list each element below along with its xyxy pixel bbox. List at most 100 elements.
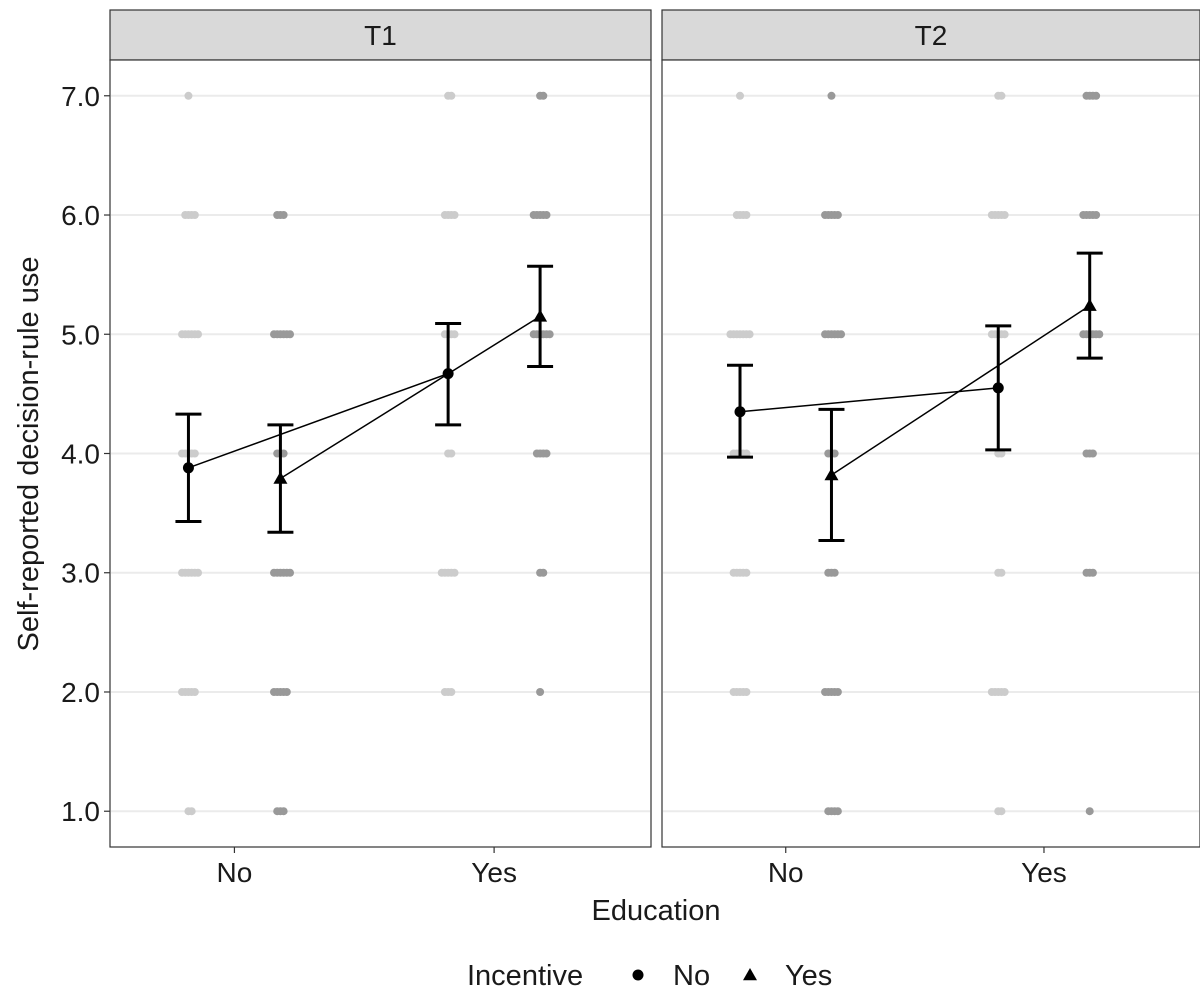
raw-data-point bbox=[732, 211, 741, 220]
facet-strip bbox=[661, 9, 1200, 61]
raw-data-point bbox=[536, 687, 545, 696]
raw-data-point bbox=[450, 568, 459, 577]
raw-data-point bbox=[1092, 211, 1101, 220]
raw-data-point bbox=[450, 330, 459, 339]
raw-data-point bbox=[279, 211, 288, 220]
mean-point-triangle bbox=[824, 467, 839, 481]
raw-data-point bbox=[1079, 211, 1088, 220]
raw-data-point bbox=[279, 807, 288, 816]
raw-data-point bbox=[824, 807, 833, 816]
y-tick-label: 1.0 bbox=[61, 796, 100, 827]
raw-data-point bbox=[729, 449, 738, 458]
panel-t1: T1 No Yes bbox=[109, 9, 652, 888]
raw-data-point bbox=[729, 687, 738, 696]
x-tick-label: Yes bbox=[471, 857, 517, 888]
raw-data-point bbox=[545, 330, 554, 339]
raw-data-point bbox=[726, 330, 735, 339]
facet-panels: T1 No Yes T2 No Yes bbox=[109, 9, 1200, 888]
raw-data-point bbox=[194, 330, 203, 339]
raw-data-point bbox=[447, 449, 456, 458]
raw-data-point bbox=[270, 687, 279, 696]
raw-data-point bbox=[440, 687, 449, 696]
raw-data-point bbox=[181, 211, 190, 220]
raw-data-point bbox=[987, 211, 996, 220]
raw-data-point bbox=[742, 568, 751, 577]
raw-data-point bbox=[830, 568, 839, 577]
mean-point-circle bbox=[442, 368, 454, 380]
raw-data-point bbox=[273, 211, 282, 220]
raw-data-point bbox=[997, 91, 1006, 100]
raw-data-point bbox=[190, 687, 199, 696]
raw-data-point bbox=[997, 807, 1006, 816]
raw-data-point bbox=[742, 211, 751, 220]
facet-strip bbox=[109, 9, 652, 61]
raw-data-point bbox=[190, 211, 199, 220]
raw-data-point bbox=[837, 330, 846, 339]
raw-data-point bbox=[273, 807, 282, 816]
raw-data-point bbox=[529, 211, 538, 220]
raw-data-point bbox=[286, 568, 295, 577]
raw-data-point bbox=[827, 91, 836, 100]
legend: Incentive No Yes bbox=[467, 960, 832, 992]
raw-data-point bbox=[184, 91, 193, 100]
raw-data-point bbox=[1082, 449, 1091, 458]
raw-data-point bbox=[821, 330, 830, 339]
raw-data-point bbox=[1082, 568, 1091, 577]
raw-data-point bbox=[1088, 568, 1097, 577]
raw-data-point bbox=[187, 807, 196, 816]
x-tick-label: No bbox=[768, 857, 804, 888]
raw-data-point bbox=[1085, 807, 1094, 816]
raw-data-point bbox=[987, 330, 996, 339]
raw-data-point bbox=[270, 568, 279, 577]
x-tick-label: No bbox=[217, 857, 253, 888]
raw-data-point bbox=[529, 330, 538, 339]
y-tick-label: 7.0 bbox=[61, 81, 100, 112]
mean-point-circle bbox=[182, 462, 194, 474]
raw-data-point bbox=[833, 211, 842, 220]
raw-data-point bbox=[447, 91, 456, 100]
legend-entry-label: Yes bbox=[785, 960, 832, 992]
raw-data-point bbox=[821, 687, 830, 696]
raw-data-point bbox=[542, 449, 551, 458]
y-tick-label: 3.0 bbox=[61, 558, 100, 589]
raw-data-point bbox=[447, 687, 456, 696]
x-axis-title: Education bbox=[592, 895, 721, 927]
legend-title: Incentive bbox=[467, 960, 583, 992]
raw-data-point bbox=[440, 211, 449, 220]
mean-line-incentive-no bbox=[188, 372, 449, 469]
y-tick-label: 2.0 bbox=[61, 677, 100, 708]
legend-entry-label: No bbox=[673, 960, 710, 992]
mean-point-triangle bbox=[1082, 298, 1097, 311]
y-tick-label: 4.0 bbox=[61, 439, 100, 470]
raw-data-point bbox=[450, 211, 459, 220]
raw-data-point bbox=[539, 91, 548, 100]
mean-point-triangle bbox=[273, 471, 288, 484]
y-tick-label: 5.0 bbox=[61, 319, 100, 350]
raw-data-point bbox=[745, 330, 754, 339]
raw-data-point bbox=[194, 568, 203, 577]
raw-data-point bbox=[821, 211, 830, 220]
legend-key-circle bbox=[632, 969, 644, 981]
raw-data-point bbox=[539, 568, 548, 577]
raw-data-point bbox=[190, 449, 199, 458]
y-tick-label: 6.0 bbox=[61, 200, 100, 231]
mean-point-circle bbox=[734, 406, 746, 418]
raw-data-point bbox=[742, 449, 751, 458]
raw-data-point bbox=[282, 687, 291, 696]
raw-data-point bbox=[270, 330, 279, 339]
y-axis-title: Self-reported decision-rule use bbox=[13, 257, 45, 652]
raw-data-point bbox=[997, 568, 1006, 577]
raw-data-point bbox=[532, 449, 541, 458]
raw-data-point bbox=[1088, 449, 1097, 458]
raw-data-point bbox=[286, 330, 295, 339]
raw-data-point bbox=[178, 449, 187, 458]
raw-data-point bbox=[178, 687, 187, 696]
mean-line-incentive-yes bbox=[831, 305, 1091, 476]
raw-data-point bbox=[1000, 211, 1009, 220]
raw-data-point bbox=[833, 687, 842, 696]
mean-point-circle bbox=[992, 382, 1004, 394]
raw-data-point bbox=[987, 687, 996, 696]
raw-data-point bbox=[824, 568, 833, 577]
raw-data-point bbox=[833, 807, 842, 816]
raw-data-point bbox=[1082, 91, 1091, 100]
